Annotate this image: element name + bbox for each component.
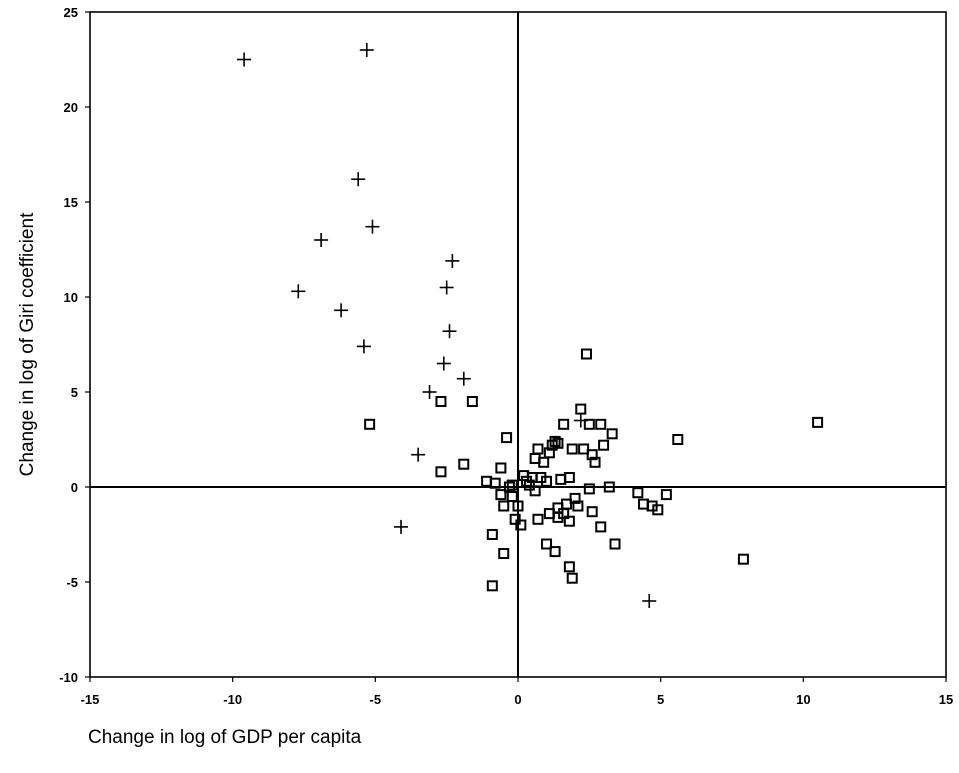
x-tick-label: -15 [81, 692, 100, 707]
x-tick-label: 10 [796, 692, 810, 707]
square-point [563, 515, 575, 527]
square-point [566, 572, 578, 584]
square-point [561, 498, 573, 510]
plus-point [351, 172, 366, 187]
square-point [512, 500, 524, 512]
square-point [566, 443, 578, 455]
square-point [583, 483, 595, 495]
square-point [541, 538, 553, 550]
square-point [506, 479, 518, 491]
plus-point [642, 594, 657, 608]
square-point [541, 475, 553, 487]
square-point [506, 491, 518, 502]
square-point [498, 548, 510, 559]
x-axis-ticks: -15 -10 -5 0 5 10 15 [81, 677, 953, 707]
square-point [489, 477, 501, 489]
square-point [495, 489, 507, 501]
plus-point [411, 447, 426, 462]
square-point [598, 439, 610, 451]
square-point [532, 443, 544, 455]
y-tick-label: 25 [64, 5, 78, 20]
square-point [563, 561, 575, 573]
x-axis-label: Change in log of GDP per capita [88, 727, 362, 748]
square-point [586, 506, 598, 518]
square-point [458, 458, 470, 470]
square-point [652, 504, 664, 516]
square-point [603, 481, 615, 493]
plus-point [359, 43, 374, 57]
square-point [595, 418, 607, 430]
plus-point [365, 219, 380, 234]
square-point [552, 511, 564, 523]
x-tick-label: 0 [514, 692, 521, 707]
square-point [549, 546, 561, 558]
square-point [435, 466, 447, 478]
x-tick-label: 15 [939, 692, 953, 707]
square-point [609, 538, 621, 550]
square-point [549, 435, 561, 447]
square-point [632, 487, 644, 499]
square-point [529, 485, 541, 497]
square-point [812, 416, 824, 428]
square-point [583, 418, 595, 430]
square-point [523, 479, 535, 491]
square-point [606, 428, 618, 440]
square-point [364, 418, 376, 430]
square-point [737, 553, 749, 565]
plus-point [456, 371, 471, 386]
y-tick-label: 5 [71, 385, 78, 400]
square-point [569, 492, 581, 504]
reference-lines [90, 12, 946, 677]
square-point [595, 521, 607, 533]
square-point [486, 529, 498, 540]
square-point [498, 500, 510, 512]
square-point [575, 403, 587, 415]
plus-point [356, 339, 371, 354]
plus-point [314, 233, 329, 247]
square-point [435, 396, 447, 407]
square-point [660, 489, 672, 501]
square-point [538, 456, 550, 468]
plus-point [442, 324, 457, 339]
x-tick-label: 5 [657, 692, 664, 707]
y-axis-ticks: -10 -5 0 5 10 15 20 25 [59, 5, 90, 685]
square-point [563, 472, 575, 483]
square-point [486, 580, 498, 592]
square-point [501, 432, 513, 444]
plus-point [291, 284, 306, 299]
plus-point [436, 356, 451, 371]
square-point [543, 447, 555, 459]
square-point [572, 500, 584, 512]
square-point [495, 462, 507, 474]
y-tick-label: 0 [71, 480, 78, 495]
plus-point [334, 303, 349, 318]
x-tick-label: -10 [223, 692, 242, 707]
square-point [466, 396, 478, 407]
plus-point [237, 52, 252, 67]
data-points [237, 43, 824, 608]
square-point [518, 470, 530, 482]
square-point [580, 348, 592, 360]
square-point [515, 519, 527, 531]
square-point [578, 443, 590, 455]
y-tick-label: -5 [66, 575, 78, 590]
square-point [589, 456, 601, 468]
plus-point [422, 385, 437, 399]
plus-point [439, 280, 454, 295]
square-point [552, 437, 564, 449]
x-tick-label: -5 [370, 692, 382, 707]
y-tick-label: 15 [64, 195, 78, 210]
square-point [509, 513, 521, 525]
plus-point [394, 519, 409, 534]
y-tick-label: -10 [59, 670, 78, 685]
square-point [558, 418, 570, 430]
square-point [532, 513, 544, 525]
y-axis-label: Change in log of Giri coefficient [17, 212, 38, 476]
y-tick-label: 20 [64, 100, 78, 115]
square-point [586, 449, 598, 461]
plus-point [445, 253, 460, 268]
square-point [672, 434, 684, 445]
y-tick-label: 10 [64, 290, 78, 305]
